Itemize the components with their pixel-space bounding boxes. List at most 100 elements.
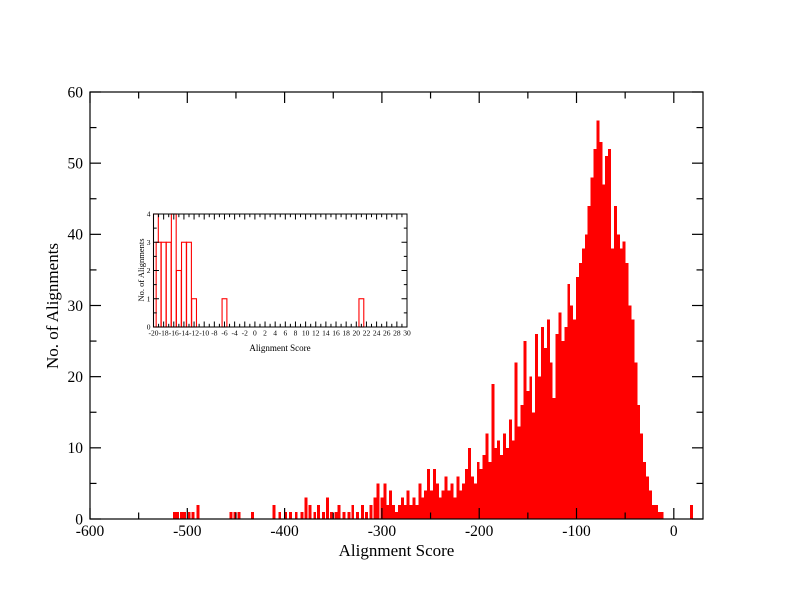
histogram-bar [325,497,329,519]
histogram-bar [529,376,533,519]
histogram-bar [322,511,325,519]
histogram-bar [532,412,536,519]
inset-histogram-x-tick-label: -18 [159,329,169,338]
histogram-bar [540,326,544,519]
histogram-bar [383,483,387,519]
inset-histogram-frame [153,213,408,328]
histogram-bar [415,504,419,519]
main-histogram-y-tick-label: 10 [68,440,84,457]
histogram-bar [561,341,565,519]
inset-histogram-x-tick-label: 10 [302,329,310,338]
histogram-bar [570,305,574,519]
histogram-bar [334,511,338,519]
histogram-bar [605,156,609,520]
histogram-bar [317,504,321,519]
histogram-bar [229,511,233,519]
histogram-bar [526,390,530,519]
histogram-bar [482,454,486,519]
histogram-bar [468,447,471,519]
main-histogram-y-tick-label: 60 [68,84,84,101]
histogram-bar [599,141,603,520]
histogram-bar [555,333,559,519]
histogram-bar [386,504,390,519]
histogram-bar [619,248,623,520]
inset-histogram-x-tick-label: 4 [273,329,277,338]
histogram-bar [400,497,404,519]
histogram-bar [373,497,377,519]
main-histogram-x-tick-label: -400 [270,523,299,540]
histogram-bar [308,504,312,519]
histogram-bar [288,511,292,519]
histogram-bar [538,376,541,519]
histogram-bar [351,504,355,519]
inset-histogram-y-tick-label: 3 [147,238,151,247]
main-histogram-frame [89,91,704,520]
histogram-bar [395,511,398,519]
histogram-bar [549,362,553,519]
histogram-bar [196,504,200,519]
histogram-bar [180,511,183,519]
histogram-bar [485,433,489,519]
histogram-bar [424,490,428,519]
histogram-bar [358,298,365,328]
histogram-bar [360,504,364,519]
inset-histogram-x-tick-label: -8 [211,329,217,338]
histogram-bar [251,511,254,519]
histogram-bar [578,262,582,519]
histogram-bar [689,504,693,519]
histogram-bar [313,511,317,519]
histogram-bar [596,120,600,519]
histogram-bar [376,483,380,519]
inset-histogram-x-tick-label: 14 [322,329,330,338]
main-histogram-y-tick-label: 30 [68,298,84,315]
histogram-bar [447,490,451,519]
histogram-bar [175,269,182,328]
histogram-bar [488,462,492,519]
main-x-axis-title: Alignment Score [338,541,455,560]
histogram-bar [616,234,620,520]
histogram-bar [567,284,571,519]
histogram-bar [651,504,655,519]
histogram-bar [602,184,606,519]
main-histogram-x-tick-label: 0 [670,523,678,540]
histogram-bar [392,504,396,519]
histogram-bar [479,469,483,519]
histogram-bar [427,469,431,519]
histogram-bar [637,405,641,519]
main-histogram-y-tick-label: 0 [75,511,83,528]
inset-histogram-x-tick-label: 24 [373,329,381,338]
inset-histogram-x-tick-label: -14 [179,329,189,338]
inset-y-axis-title: No. of Alignments [136,238,146,302]
inset-histogram-y-tick-label: 0 [147,323,151,332]
histogram-bar [613,205,617,519]
histogram-bar [625,262,629,519]
histogram-bar [660,511,664,519]
inset-histogram-x-tick-label: 18 [342,329,350,338]
main-histogram-y-tick-label: 50 [68,155,84,172]
histogram-bar [646,476,649,519]
histogram-bar [186,241,192,328]
histogram-bar [473,483,477,519]
inset-histogram-x-tick-label: -12 [189,329,199,338]
inset-histogram-x-tick-label: 2 [263,329,267,338]
histogram-bar [573,319,577,519]
histogram-bar [611,248,614,520]
histogram-bar [587,205,591,519]
histogram-bar [421,497,425,519]
histogram-bar [176,511,180,519]
histogram-bar [511,440,515,519]
histogram-bar [503,433,506,519]
histogram-bar [397,504,401,519]
histogram-bar [304,497,308,519]
histogram-bar [342,511,346,519]
histogram-bar [640,433,644,519]
inset-histogram-x-tick-label: 20 [353,329,361,338]
histogram-bar [462,483,466,519]
histogram-bar [441,490,445,519]
histogram-bar [517,426,521,519]
inset-histogram-x-tick-label: 16 [332,329,340,338]
histogram-bar [520,405,524,519]
